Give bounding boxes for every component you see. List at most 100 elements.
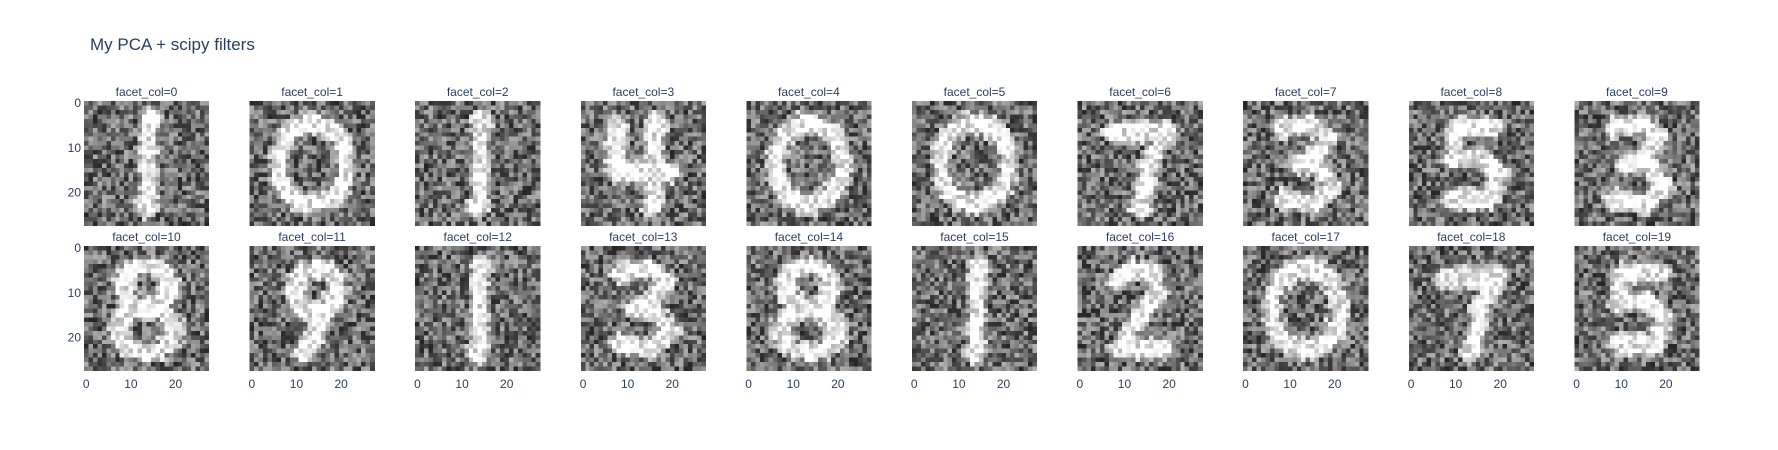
heatmap-cell	[652, 109, 657, 115]
heatmap-cell	[522, 199, 527, 204]
heatmap-cell	[978, 172, 984, 178]
heatmap-cell	[343, 150, 348, 155]
heatmap-cell	[1162, 105, 1168, 111]
heatmap-cell	[978, 185, 984, 191]
heatmap-cell	[415, 127, 420, 133]
heatmap-cell	[1001, 101, 1006, 106]
heatmap-cell	[446, 141, 452, 146]
heatmap-cell	[177, 118, 183, 124]
heatmap-cell	[652, 163, 657, 169]
heatmap-cell	[629, 212, 635, 218]
heatmap-cell	[938, 154, 944, 160]
heatmap-cell	[361, 217, 366, 222]
heatmap-cell	[459, 181, 465, 186]
heatmap-cell	[1014, 212, 1020, 218]
heatmap-cell	[428, 141, 434, 146]
heatmap-cell	[522, 185, 527, 191]
heatmap-cell	[468, 203, 474, 209]
heatmap-cell	[755, 114, 760, 119]
heatmap-cell	[679, 190, 684, 195]
heatmap-cell	[661, 141, 666, 146]
heatmap-cell	[186, 167, 192, 173]
heatmap-cell	[195, 109, 201, 115]
heatmap-cell	[477, 141, 483, 146]
heatmap-cell	[92, 221, 98, 227]
heatmap-cell	[670, 154, 675, 160]
heatmap-cell	[786, 167, 792, 173]
heatmap-cell	[629, 145, 635, 151]
heatmap-cell	[862, 154, 868, 160]
heatmap-cell	[638, 185, 644, 191]
heatmap-cell	[746, 123, 752, 128]
heatmap-cell	[947, 199, 953, 204]
heatmap-cell	[652, 150, 657, 155]
heatmap-cell	[934, 118, 939, 124]
heatmap-cell	[746, 221, 752, 227]
heatmap-cell	[294, 203, 299, 209]
heatmap-cell	[701, 190, 706, 195]
heatmap-cell	[643, 123, 648, 128]
heatmap-cell	[419, 159, 425, 164]
heatmap-cell	[249, 199, 255, 204]
heatmap-cell	[522, 136, 527, 142]
heatmap-cell	[616, 109, 622, 115]
heatmap-cell	[987, 136, 993, 142]
heatmap-cell	[298, 114, 304, 119]
heatmap-cell	[92, 194, 98, 200]
heatmap-cell	[168, 109, 174, 115]
heatmap-cell	[983, 221, 989, 227]
heatmap-cell	[1166, 136, 1172, 142]
heatmap-cell	[978, 127, 984, 133]
heatmap-cell	[1099, 118, 1105, 124]
heatmap-cell	[347, 217, 353, 222]
heatmap-cell	[97, 136, 102, 142]
heatmap-cell	[294, 118, 299, 124]
heatmap-cell	[249, 190, 255, 195]
heatmap-cell	[204, 154, 210, 160]
heatmap-cell	[929, 136, 935, 142]
heatmap-cell	[817, 136, 823, 142]
heatmap-cell	[249, 176, 255, 182]
heatmap-cell	[276, 101, 281, 106]
heatmap-cell	[656, 203, 662, 209]
heatmap-cell	[191, 109, 196, 115]
heatmap-cell	[303, 167, 308, 173]
heatmap-cell	[620, 199, 626, 204]
heatmap-cell	[992, 127, 997, 133]
heatmap-cell	[262, 176, 268, 182]
heatmap-cell	[173, 136, 178, 142]
heatmap-cell	[978, 109, 984, 115]
heatmap-cell	[97, 123, 102, 128]
heatmap-cell	[437, 199, 443, 204]
heatmap-cell	[168, 127, 174, 133]
heatmap-cell	[254, 167, 259, 173]
heatmap-cell	[916, 176, 922, 182]
heatmap-cell	[271, 154, 277, 160]
heatmap-cell	[173, 221, 178, 227]
heatmap-cell	[759, 163, 765, 169]
heatmap-cell	[943, 159, 948, 164]
heatmap-cell	[607, 109, 613, 115]
heatmap-cell	[1001, 105, 1006, 111]
heatmap-cell	[419, 208, 425, 213]
heatmap-cell	[146, 208, 152, 213]
heatmap-cell	[835, 101, 841, 106]
heatmap-cell	[446, 105, 452, 111]
heatmap-cell	[137, 203, 143, 209]
heatmap-cell	[1005, 172, 1011, 178]
heatmap-cell	[88, 105, 94, 111]
heatmap-cell	[612, 118, 617, 124]
heatmap-cell	[486, 136, 492, 142]
heatmap-cell	[343, 190, 348, 195]
heatmap-cell	[115, 154, 120, 160]
heatmap-cell	[356, 118, 362, 124]
heatmap-cell	[526, 154, 532, 160]
heatmap-cell	[1023, 212, 1029, 218]
heatmap-cell	[629, 136, 635, 142]
heatmap-cell	[786, 190, 792, 195]
heatmap-cell	[115, 159, 120, 164]
heatmap-cell	[612, 145, 617, 151]
heatmap-cell	[459, 185, 465, 191]
heatmap-cell	[468, 163, 474, 169]
heatmap-cell	[1014, 217, 1020, 222]
